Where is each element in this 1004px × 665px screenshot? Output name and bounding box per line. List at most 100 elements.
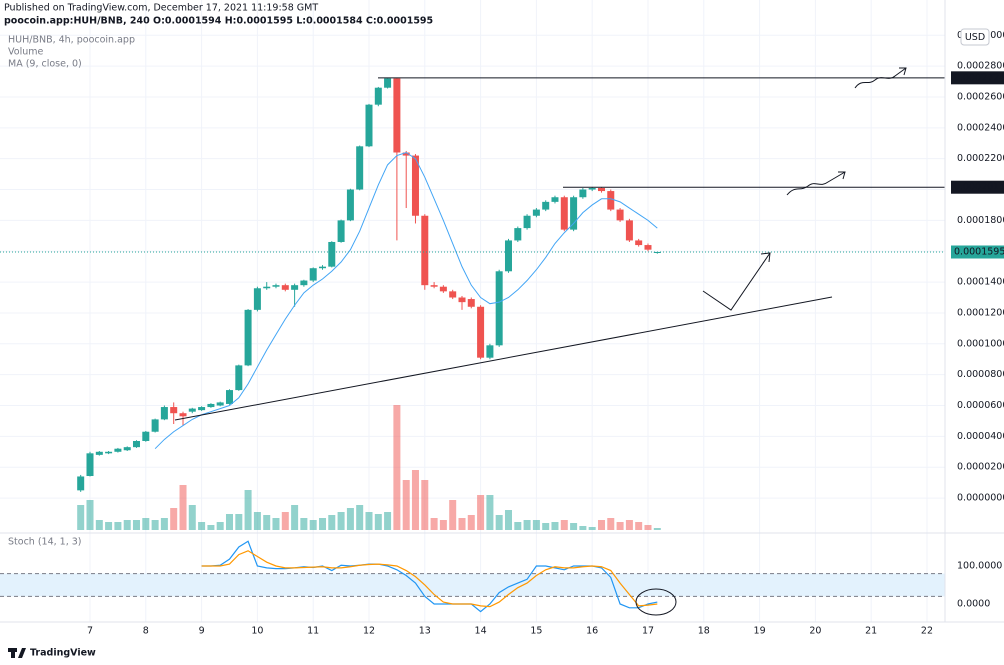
candle-body	[616, 209, 624, 221]
volume-bar	[142, 518, 150, 530]
volume-bar	[281, 512, 289, 530]
x-tick-label: 17	[642, 626, 654, 637]
volume-bar	[616, 522, 624, 530]
volume-bar	[532, 520, 540, 530]
volume-bar	[188, 505, 196, 530]
volume-bar	[598, 520, 606, 530]
x-tick-label: 8	[143, 626, 149, 637]
volume-bar	[607, 518, 615, 530]
candle-body	[588, 187, 596, 190]
volume-bar	[523, 520, 531, 530]
volume-bar	[467, 515, 475, 530]
volume-bar	[123, 520, 131, 530]
candle-body	[374, 87, 382, 105]
candle-body	[114, 448, 122, 452]
level-label: 0.0002724	[954, 72, 1004, 83]
candle-body	[253, 288, 261, 310]
candle-body	[635, 240, 643, 246]
volume-bar	[244, 490, 252, 530]
x-tick-label: 16	[586, 626, 598, 637]
volume-bar	[477, 495, 485, 530]
candle-body	[430, 285, 438, 287]
currency-box[interactable]	[960, 28, 990, 46]
check-arrow	[702, 252, 771, 311]
highlight-circle	[635, 588, 677, 616]
currency[interactable]: USD	[965, 32, 985, 43]
candle-body	[356, 146, 364, 190]
candle-body	[244, 309, 252, 366]
candle-body	[365, 104, 373, 147]
published-line: Published on TradingView.com, December 1…	[4, 3, 318, 14]
y-tick-label: 0.0001400	[957, 277, 1004, 288]
volume-bar	[458, 518, 466, 530]
y-tick-label: 0.0002200	[957, 153, 1004, 164]
squiggle-arrow	[854, 67, 907, 89]
volume-bar	[86, 500, 94, 530]
trend-line	[174, 296, 833, 421]
volume-bar	[411, 470, 419, 530]
candle-body	[198, 407, 206, 411]
candle-body	[477, 306, 485, 358]
x-tick-label: 10	[251, 626, 263, 637]
candle-body	[319, 266, 327, 269]
volume-bar	[514, 522, 522, 530]
volume-bar	[402, 480, 410, 530]
y-tick-label: 0.0002600	[957, 91, 1004, 102]
candle-body	[95, 451, 103, 455]
volume-bar	[374, 514, 382, 530]
y-tick-label: 0.0000800	[957, 369, 1004, 380]
volume-bar	[384, 512, 392, 530]
x-tick-label: 14	[475, 626, 487, 637]
candle-body	[300, 280, 308, 286]
candle-body	[560, 197, 568, 230]
volume-bar	[160, 518, 168, 530]
volume-bar	[95, 520, 103, 530]
candle-body	[402, 152, 410, 156]
candle-body	[598, 187, 606, 192]
volume-bar	[114, 522, 122, 530]
level-label: 0.0002015	[954, 182, 1004, 193]
volume-bar	[235, 514, 243, 530]
stoch-tick-label: 100.0000	[957, 560, 1002, 571]
candle-body	[495, 271, 503, 346]
moving-average	[154, 151, 658, 450]
x-tick-label: 18	[698, 626, 710, 637]
candle-body	[77, 476, 85, 491]
volume-bar	[430, 518, 438, 530]
candle-body	[486, 345, 494, 358]
candle-body	[570, 197, 578, 230]
plot-layer	[0, 77, 945, 613]
y-tick-label: 0.0002800	[957, 61, 1004, 72]
volume-bar	[653, 528, 661, 530]
last-price-label: 0.0001595	[954, 247, 1004, 258]
candle-body	[105, 451, 113, 454]
candle-body	[86, 453, 94, 477]
candle-body	[421, 215, 429, 286]
legend-stoch: Stoch (14, 1, 3)	[8, 537, 82, 548]
candle-body	[542, 201, 550, 210]
volume-bar	[588, 527, 596, 530]
candle-body	[142, 431, 150, 441]
candle-body	[179, 413, 187, 417]
y-tick-label: 0.0001800	[957, 215, 1004, 226]
candle-body	[337, 220, 345, 242]
candle-body	[607, 191, 615, 210]
candle-body	[532, 209, 540, 216]
candle-body	[235, 365, 243, 391]
candle-body	[272, 285, 280, 287]
candle-body	[170, 407, 178, 414]
y-tick-label: 0.0001200	[957, 307, 1004, 318]
volume-bar	[207, 525, 215, 530]
candle-body	[309, 268, 317, 281]
volume-bar	[198, 522, 206, 530]
axis-layer: 7 8 9 10 11 12 13 14 15 16 17 18 19 20 21 22 0.0000000 0.…	[0, 0, 1004, 637]
logo-mark	[11, 648, 15, 658]
legend-ma: MA (9, close, 0)	[8, 59, 82, 70]
stoch-line	[201, 540, 658, 613]
legend-symbol: HUH/BNB, 4h, poocoin.app	[8, 35, 135, 46]
volume-bar	[356, 505, 364, 530]
volume-bar	[77, 505, 85, 530]
legend-volume: Volume	[8, 47, 43, 58]
candle-body	[467, 299, 475, 307]
